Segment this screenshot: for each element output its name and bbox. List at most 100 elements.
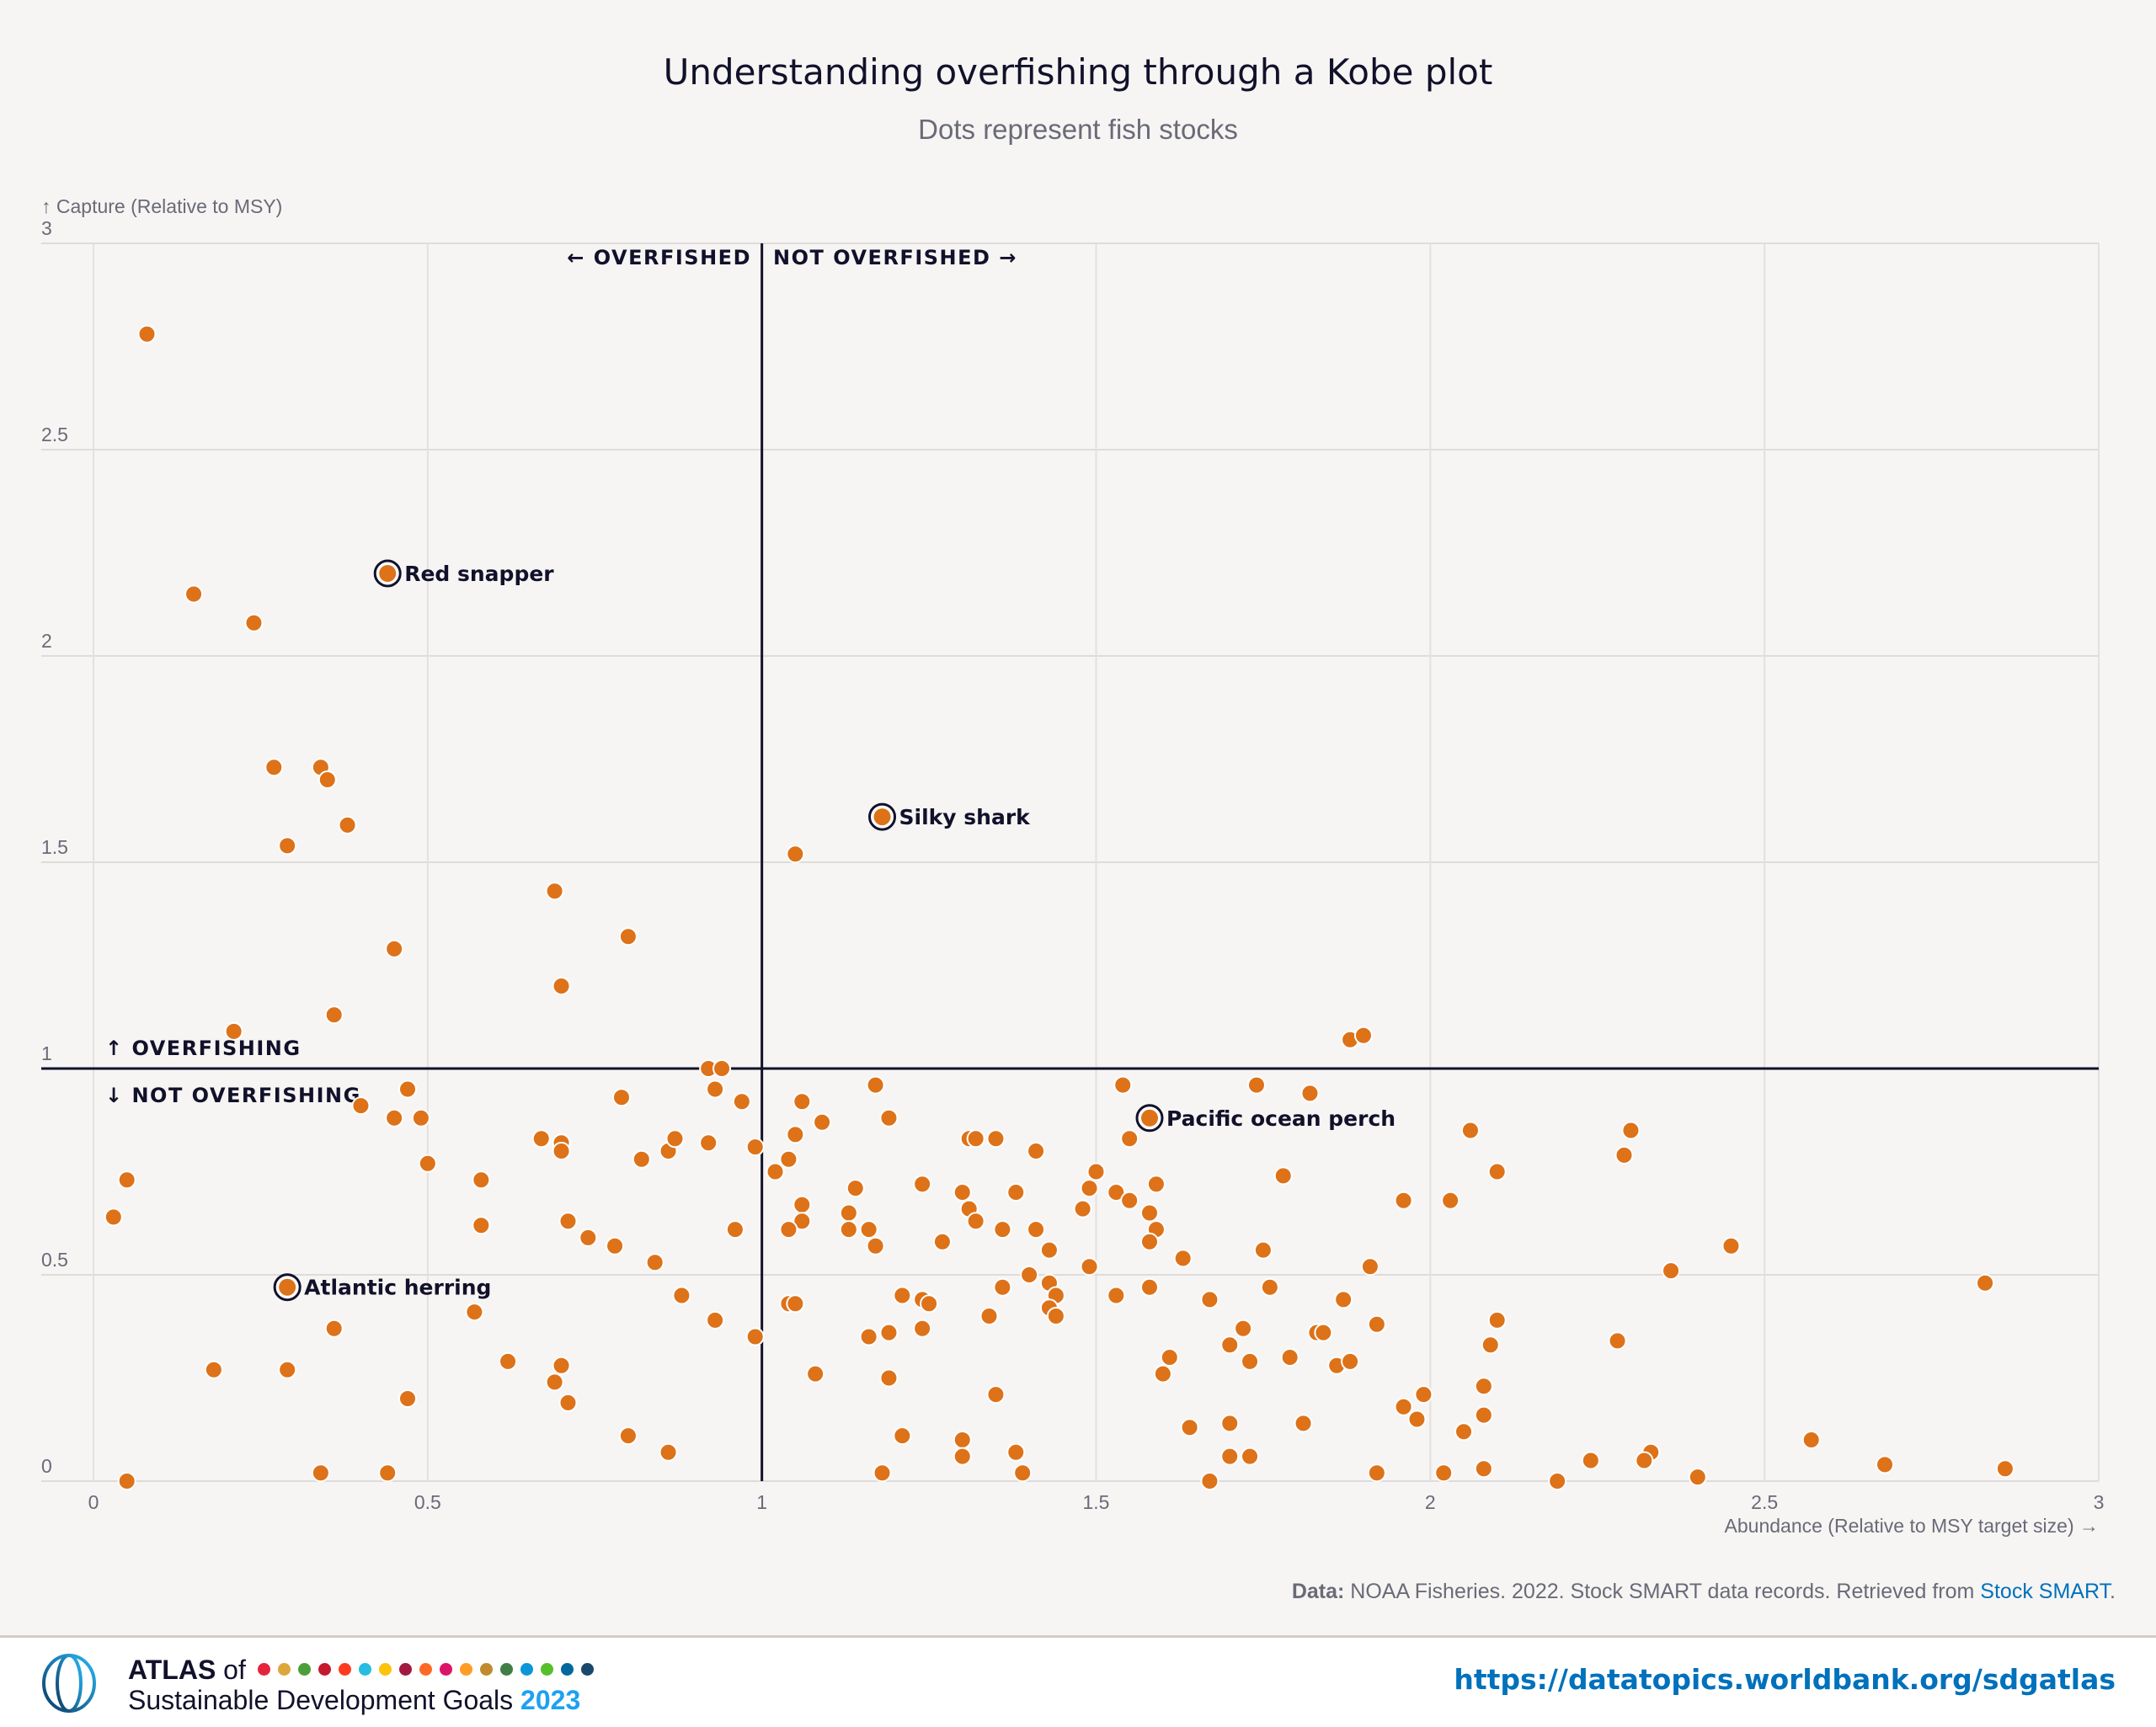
fish-stock-point[interactable] xyxy=(665,1129,685,1149)
fish-stock-point[interactable] xyxy=(224,1021,243,1041)
fish-stock-point[interactable] xyxy=(1220,1414,1240,1433)
fish-stock-point[interactable] xyxy=(558,1393,578,1412)
fish-stock-point[interactable] xyxy=(792,1195,812,1214)
fish-stock-point[interactable] xyxy=(839,1220,858,1239)
annotated-stock[interactable]: Atlantic herring xyxy=(273,1273,491,1302)
fish-stock-point[interactable] xyxy=(379,565,397,582)
fish-stock-point[interactable] xyxy=(725,1220,744,1239)
fish-stock-point[interactable] xyxy=(645,1253,664,1272)
fish-stock-point[interactable] xyxy=(1360,1257,1380,1277)
fish-stock-point[interactable] xyxy=(117,1472,136,1490)
fish-stock-point[interactable] xyxy=(879,1108,899,1127)
fish-stock-point[interactable] xyxy=(712,1059,732,1078)
fish-stock-point[interactable] xyxy=(792,1092,812,1111)
fish-stock-point[interactable] xyxy=(1120,1191,1139,1210)
fish-stock-point[interactable] xyxy=(398,1389,418,1408)
fish-stock-point[interactable] xyxy=(117,1170,136,1190)
annotated-stock[interactable]: Silky shark xyxy=(868,802,1032,831)
fish-stock-point[interactable] xyxy=(1039,1240,1059,1260)
fish-stock-point[interactable] xyxy=(1140,1109,1158,1127)
fish-stock-point[interactable] xyxy=(1113,1075,1133,1095)
fish-stock-point[interactable] xyxy=(278,836,297,856)
fish-stock-point[interactable] xyxy=(1006,1442,1026,1462)
fish-stock-point[interactable] xyxy=(953,1447,972,1466)
fish-stock-point[interactable] xyxy=(1073,1199,1092,1218)
fish-stock-point[interactable] xyxy=(1394,1191,1413,1210)
fish-stock-point[interactable] xyxy=(786,1125,805,1144)
fish-stock-point[interactable] xyxy=(1246,1075,1266,1095)
fish-stock-point[interactable] xyxy=(411,1108,430,1127)
fish-stock-point[interactable] xyxy=(278,1360,297,1379)
fish-stock-point[interactable] xyxy=(1173,1249,1193,1268)
fish-stock-point[interactable] xyxy=(953,1431,972,1449)
fish-stock-point[interactable] xyxy=(893,1286,912,1305)
fish-stock-point[interactable] xyxy=(1474,1405,1493,1425)
fish-stock-point[interactable] xyxy=(993,1277,1012,1297)
fish-stock-point[interactable] xyxy=(1139,1203,1159,1223)
fish-stock-point[interactable] xyxy=(204,1360,223,1379)
fish-stock-point[interactable] xyxy=(1334,1290,1353,1309)
fish-stock-point[interactable] xyxy=(706,1310,725,1330)
fish-stock-point[interactable] xyxy=(1474,1377,1493,1396)
fish-stock-point[interactable] xyxy=(1107,1183,1126,1202)
fish-stock-point[interactable] xyxy=(966,1129,985,1149)
fish-stock-point[interactable] xyxy=(1721,1236,1741,1255)
fish-stock-point[interactable] xyxy=(1241,1447,1260,1466)
fish-stock-point[interactable] xyxy=(1434,1463,1454,1483)
fish-stock-point[interactable] xyxy=(1260,1277,1279,1297)
fish-stock-point[interactable] xyxy=(986,1385,1006,1405)
fish-stock-point[interactable] xyxy=(1080,1257,1099,1277)
fish-stock-point[interactable] xyxy=(385,1108,404,1127)
fish-stock-point[interactable] xyxy=(1273,1166,1293,1186)
fish-stock-point[interactable] xyxy=(672,1286,691,1305)
fish-stock-point[interactable] xyxy=(611,1088,631,1107)
fish-stock-point[interactable] xyxy=(579,1228,598,1247)
fish-stock-point[interactable] xyxy=(552,977,571,995)
fish-stock-point[interactable] xyxy=(1367,1314,1386,1334)
fish-stock-point[interactable] xyxy=(552,1356,571,1375)
fish-stock-point[interactable] xyxy=(953,1183,972,1202)
fish-stock-point[interactable] xyxy=(1080,1179,1099,1198)
fish-stock-point[interactable] xyxy=(1006,1183,1026,1202)
fish-stock-point[interactable] xyxy=(913,1175,932,1194)
fish-stock-point[interactable] xyxy=(859,1327,878,1346)
fish-stock-point[interactable] xyxy=(1120,1129,1139,1149)
fish-stock-point[interactable] xyxy=(813,1112,832,1132)
fish-stock-point[interactable] xyxy=(786,1294,805,1314)
fish-stock-point[interactable] xyxy=(398,1079,418,1099)
fish-stock-point[interactable] xyxy=(1160,1348,1179,1367)
fish-stock-point[interactable] xyxy=(806,1364,825,1383)
fish-stock-point[interactable] xyxy=(993,1220,1012,1239)
fish-stock-point[interactable] xyxy=(659,1442,678,1462)
fish-stock-point[interactable] xyxy=(1280,1348,1299,1367)
fish-stock-point[interactable] xyxy=(1153,1364,1172,1383)
fish-stock-point[interactable] xyxy=(606,1236,625,1255)
fish-stock-point[interactable] xyxy=(1086,1162,1106,1181)
fish-stock-point[interactable] xyxy=(879,1323,899,1342)
fish-stock-point[interactable] xyxy=(1046,1307,1065,1325)
fish-stock-point[interactable] xyxy=(1220,1335,1240,1355)
fish-stock-point[interactable] xyxy=(1688,1468,1707,1487)
fish-stock-point[interactable] xyxy=(311,1463,330,1483)
fish-stock-point[interactable] xyxy=(1487,1162,1507,1181)
fish-stock-point[interactable] xyxy=(279,1278,296,1296)
fish-stock-point[interactable] xyxy=(866,1236,885,1255)
fish-stock-point[interactable] xyxy=(418,1154,437,1173)
fish-stock-point[interactable] xyxy=(1876,1455,1895,1474)
fish-stock-point[interactable] xyxy=(1027,1142,1046,1160)
fish-stock-point[interactable] xyxy=(1441,1191,1460,1210)
fish-stock-point[interactable] xyxy=(472,1170,491,1190)
fish-stock-point[interactable] xyxy=(1200,1472,1219,1490)
fish-stock-point[interactable] xyxy=(1234,1319,1253,1338)
fish-stock-point[interactable] xyxy=(618,1426,638,1446)
fish-stock-point[interactable] xyxy=(1294,1414,1313,1433)
fish-stock-point[interactable] xyxy=(552,1142,571,1160)
fish-stock-point[interactable] xyxy=(846,1179,865,1198)
fish-stock-point[interactable] xyxy=(1581,1451,1600,1470)
fish-stock-point[interactable] xyxy=(839,1203,858,1223)
fish-stock-point[interactable] xyxy=(1976,1273,1995,1293)
fish-stock-point[interactable] xyxy=(1146,1175,1166,1194)
fish-stock-point[interactable] xyxy=(1139,1277,1159,1297)
fish-stock-point[interactable] xyxy=(1139,1232,1159,1251)
fish-stock-point[interactable] xyxy=(1314,1323,1333,1342)
